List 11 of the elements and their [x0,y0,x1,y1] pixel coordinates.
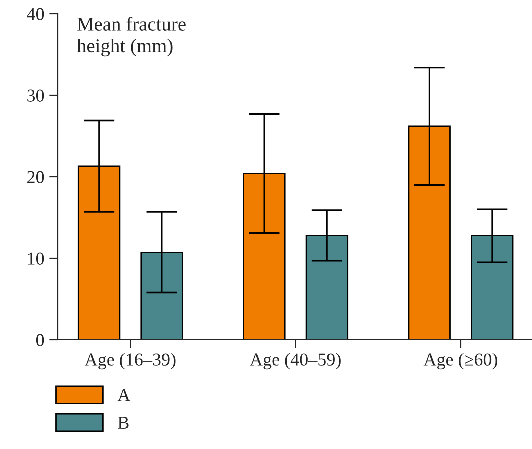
x-tick-label: Age (≥60) [424,353,498,370]
legend-label: B [118,417,129,429]
x-tick-label: Age (16–39) [84,353,176,370]
legend-label: A [118,389,131,402]
y-axis-title: Mean fracture height (mm) [77,17,186,57]
y-tick-label: 20 [28,171,44,184]
y-tick-label: 40 [27,8,44,20]
y-tick-label: 0 [36,334,44,346]
x-tick-label: Age (40–59) [250,353,341,370]
y-tick-label: 10 [28,252,44,265]
y-tick-label: 30 [28,90,44,102]
